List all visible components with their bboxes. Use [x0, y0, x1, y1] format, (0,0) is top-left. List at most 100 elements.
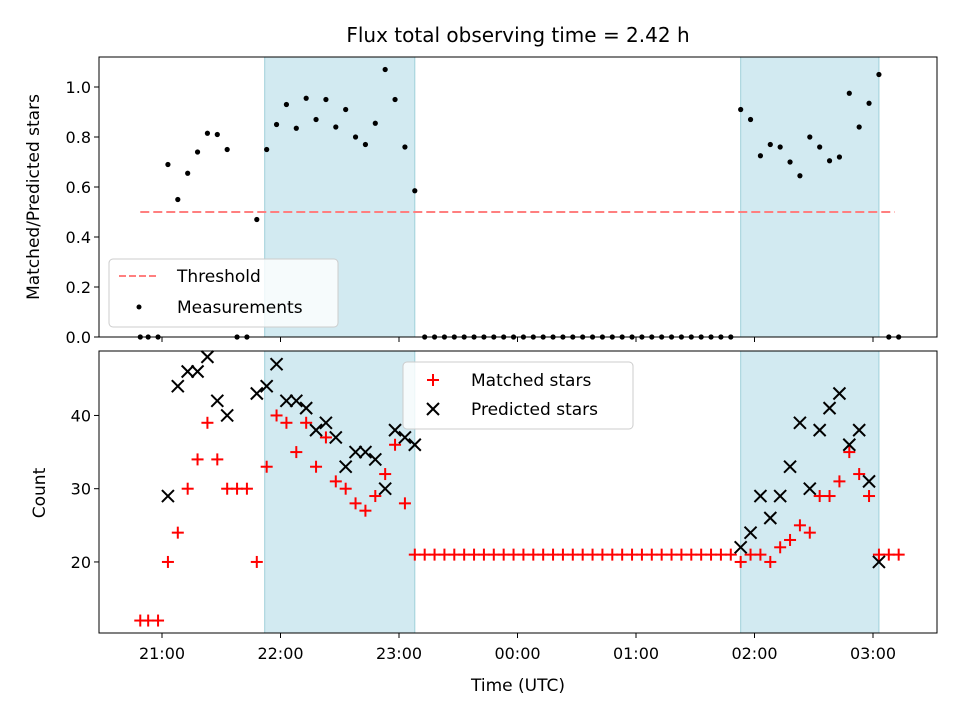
count-panel: 20 30 40 21:00 22:00 23:00 00:00 01:00 02:00 03:… — [30, 350, 938, 696]
matched-star-marker — [359, 504, 372, 517]
predicted-star-marker — [872, 555, 886, 569]
predicted-marker-stroke-b — [368, 452, 383, 467]
matched-legend-label: Matched stars — [471, 371, 591, 391]
predicted-legend-label: Predicted stars — [471, 400, 598, 420]
predicted-star-marker — [398, 430, 412, 445]
measurement-point — [185, 170, 191, 176]
measurement-point — [402, 144, 408, 150]
matched-star-marker — [250, 555, 263, 568]
predicted-star-marker — [812, 423, 827, 437]
predicted-legend-swatch — [426, 402, 440, 416]
matched-star-marker — [774, 541, 787, 554]
measurement-point — [254, 216, 260, 223]
predicted-star-marker — [348, 445, 363, 459]
matched-star-marker — [161, 555, 174, 568]
predicted-star-marker — [269, 357, 284, 371]
matched-star-marker — [171, 526, 184, 539]
predicted-star-marker — [210, 394, 225, 408]
predicted-star-marker — [180, 364, 195, 379]
matched-star-marker — [260, 460, 273, 473]
measurement-point — [738, 106, 744, 113]
measurement-point — [333, 124, 339, 130]
measurement-point — [214, 131, 220, 138]
predicted-marker-stroke-b — [793, 416, 807, 430]
predicted-star-marker — [852, 423, 866, 437]
measurement-point — [767, 141, 773, 148]
predicted-marker-stroke-b — [358, 445, 373, 459]
matched-star-marker — [191, 453, 204, 466]
count-legend: Matched stars Predicted stars — [402, 361, 634, 430]
predicted-marker-stroke-b — [289, 394, 304, 408]
predicted-star-marker — [299, 401, 313, 415]
observing-window-1 — [740, 56, 880, 338]
matched-star-marker — [853, 468, 866, 481]
matched-star-marker — [201, 416, 214, 429]
measurement-point — [194, 149, 201, 155]
predicted-star-marker — [388, 423, 402, 437]
predicted-marker-stroke-b — [348, 445, 363, 459]
ratio-x-axis-ticks — [161, 337, 874, 342]
predicted-marker-stroke-b — [852, 423, 866, 437]
measurement-point — [826, 158, 833, 164]
time-x-axis-ticks: 21:00 22:00 23:00 00:00 01:00 02:00 03:00 — [139, 633, 896, 663]
predicted-marker-stroke-b — [743, 525, 758, 540]
matched-star-marker — [379, 468, 392, 481]
measurement-point — [777, 144, 783, 150]
predicted-marker-stroke-b — [319, 416, 333, 430]
predicted-marker-stroke-b — [299, 401, 313, 415]
measurement-point — [836, 154, 843, 160]
predicted-marker-stroke-b — [269, 357, 284, 371]
predicted-marker-stroke-b — [200, 350, 215, 364]
matched-star-marker — [784, 533, 797, 546]
predicted-stars-points — [161, 350, 886, 569]
measurement-point — [382, 66, 388, 73]
predicted-star-marker — [289, 394, 304, 408]
chart-title: Flux total observing time = 2.42 h — [346, 23, 689, 47]
predicted-marker-stroke-b — [171, 379, 185, 393]
predicted-marker-stroke-b — [378, 481, 392, 496]
predicted-marker-stroke-b — [862, 474, 876, 489]
y-tick-label: 0.0 — [66, 328, 91, 347]
predicted-star-marker — [368, 452, 383, 467]
measurement-point — [372, 120, 378, 126]
predicted-star-marker — [319, 416, 333, 430]
predicted-star-marker — [773, 489, 787, 503]
matched-star-marker — [329, 475, 342, 488]
measurement-point — [224, 146, 230, 153]
measurement-point — [807, 134, 813, 140]
ratio-y-axis-label: Matched/Predicted stars — [24, 94, 44, 300]
measurement-point — [343, 106, 349, 113]
measurement-point — [757, 153, 764, 159]
predicted-marker-stroke-b — [309, 423, 323, 437]
predicted-star-marker — [279, 394, 294, 408]
measurement-point — [323, 96, 329, 103]
y-tick-label: 40 — [71, 406, 91, 425]
count-y-axis-label: Count — [30, 467, 50, 518]
matched-star-marker — [369, 490, 382, 503]
observing-window-1 — [740, 350, 880, 634]
measurement-point — [412, 188, 418, 194]
matched-star-marker — [863, 490, 876, 503]
predicted-marker-stroke-b — [398, 430, 412, 445]
matched-stars-points — [134, 409, 905, 627]
y-tick-label: 20 — [71, 553, 91, 572]
matched-star-marker — [398, 497, 411, 510]
matched-star-marker — [240, 482, 253, 495]
predicted-star-marker — [200, 350, 215, 364]
measurements-legend-label: Measurements — [177, 298, 303, 318]
predicted-star-marker — [783, 460, 797, 474]
predicted-marker-stroke-b — [832, 386, 847, 401]
predicted-star-marker — [408, 438, 422, 452]
matched-star-marker — [389, 438, 402, 451]
matched-star-marker — [754, 548, 767, 561]
predicted-star-marker — [250, 386, 264, 401]
predicted-marker-stroke-b — [753, 489, 768, 503]
measurements-legend-swatch — [136, 304, 142, 310]
predicted-star-marker — [733, 540, 748, 555]
predicted-marker-stroke-b — [279, 394, 294, 408]
measurement-point — [165, 161, 171, 168]
ratio-legend-box — [108, 258, 339, 328]
matched-star-marker — [793, 519, 806, 532]
predicted-star-marker — [329, 430, 343, 445]
